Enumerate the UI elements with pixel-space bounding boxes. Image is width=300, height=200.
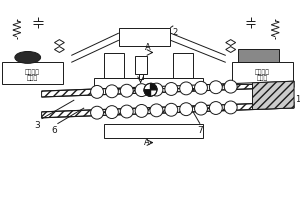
Circle shape [120, 84, 133, 97]
Bar [104, 53, 124, 78]
Circle shape [224, 80, 237, 93]
Bar [104, 124, 203, 138]
Polygon shape [226, 40, 236, 46]
Polygon shape [151, 83, 157, 90]
Circle shape [209, 81, 222, 94]
Text: 波探头: 波探头 [257, 75, 268, 81]
Polygon shape [226, 47, 236, 52]
Polygon shape [55, 40, 64, 46]
Bar [139, 74, 142, 79]
Text: 6: 6 [52, 126, 57, 135]
Circle shape [224, 101, 237, 114]
Text: 1: 1 [295, 95, 300, 104]
Circle shape [150, 104, 163, 117]
Text: 发射超声: 发射超声 [25, 69, 40, 75]
Bar [119, 28, 170, 46]
Bar [232, 62, 293, 84]
Bar [173, 53, 193, 78]
Circle shape [105, 106, 118, 119]
Circle shape [105, 85, 118, 98]
Text: 波探头: 波探头 [27, 75, 38, 81]
Circle shape [120, 105, 133, 118]
Text: A: A [144, 138, 149, 147]
Text: 7: 7 [197, 126, 203, 135]
Circle shape [165, 103, 178, 116]
Text: 3: 3 [35, 121, 41, 130]
Text: 接收超声: 接收超声 [255, 69, 270, 75]
Circle shape [150, 83, 163, 96]
Polygon shape [42, 102, 294, 118]
Circle shape [91, 106, 103, 119]
Circle shape [180, 82, 193, 95]
Polygon shape [144, 90, 151, 96]
Circle shape [209, 102, 222, 114]
Circle shape [91, 85, 103, 98]
Circle shape [135, 104, 148, 117]
Ellipse shape [15, 51, 40, 63]
Bar [238, 49, 279, 62]
Circle shape [195, 81, 207, 94]
Text: A: A [145, 43, 150, 52]
Polygon shape [55, 47, 64, 52]
Polygon shape [253, 81, 294, 110]
Polygon shape [42, 81, 294, 97]
Text: 2: 2 [172, 28, 178, 37]
Circle shape [144, 83, 157, 96]
Bar [94, 78, 203, 88]
Circle shape [195, 102, 207, 115]
Circle shape [180, 103, 193, 116]
Bar [135, 56, 146, 74]
Circle shape [165, 83, 178, 95]
Bar [2, 62, 63, 84]
Circle shape [135, 84, 148, 97]
